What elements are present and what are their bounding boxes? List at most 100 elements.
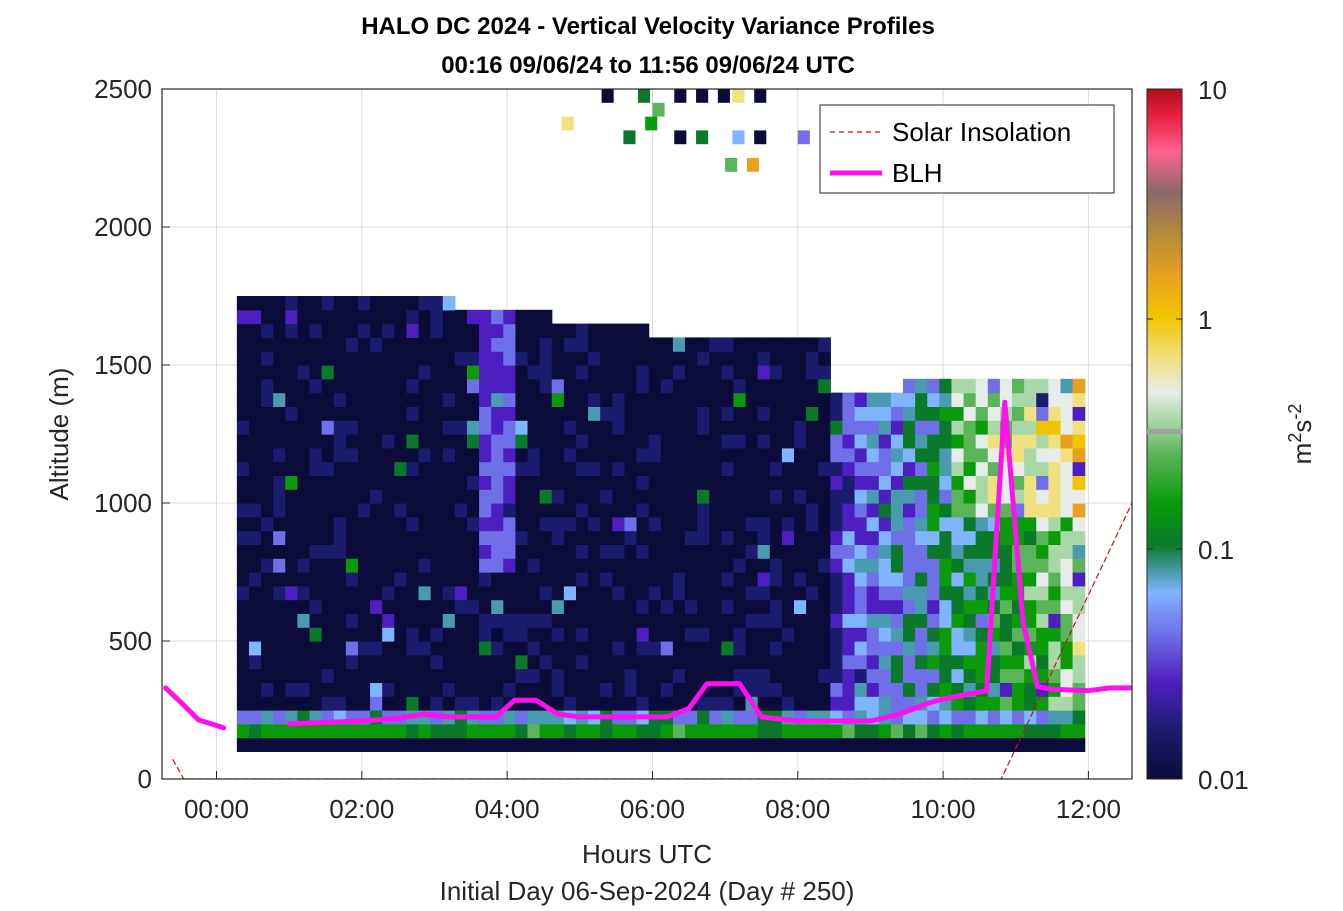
heatmap-cell: [418, 378, 432, 394]
heatmap-cell: [248, 710, 262, 725]
heatmap-cell: [648, 434, 662, 449]
heatmap-cell: [915, 585, 928, 601]
heatmap-cell: [394, 489, 408, 504]
heatmap-cell: [406, 309, 420, 325]
heatmap-cell: [575, 447, 589, 463]
heatmap-cell: [806, 365, 819, 380]
heatmap-cell: [636, 337, 650, 352]
heatmap-cell: [975, 585, 989, 601]
heatmap-cell: [1024, 461, 1037, 476]
heatmap-cell: [1024, 723, 1037, 739]
heatmap-cell: [600, 613, 613, 628]
heatmap-cell: [890, 682, 904, 697]
heatmap-cell: [1060, 572, 1074, 587]
heatmap-cell: [261, 654, 274, 670]
heatmap-cell: [684, 627, 698, 642]
heatmap-cell: [515, 682, 529, 697]
heatmap-cell: [466, 392, 480, 407]
heatmap-cell: [963, 378, 977, 394]
heatmap-cell: [345, 323, 359, 338]
heatmap-cell: [430, 392, 444, 407]
heatmap-cell: [394, 503, 408, 518]
heatmap-cell: [794, 723, 807, 739]
heatmap-cell: [1024, 378, 1037, 394]
heatmap-cell: [915, 723, 928, 739]
heatmap-cell: [1024, 420, 1037, 435]
axis-ticks: 00:00 02:00 04:00 06:00 08:00 10:00 12:0005001…: [94, 74, 1121, 824]
heatmap-cell: [527, 447, 541, 463]
heatmap-cell: [297, 489, 311, 504]
heatmap-cell: [624, 461, 638, 476]
heatmap-cell: [890, 392, 904, 407]
heatmap-cell: [890, 530, 904, 545]
heatmap-cell: [939, 613, 953, 628]
heatmap-cell: [890, 544, 904, 559]
heatmap-cell: [624, 544, 638, 559]
heatmap-cell: [709, 434, 722, 449]
heatmap-cell: [321, 296, 335, 311]
heatmap-cell: [394, 723, 408, 739]
heatmap-cell: [781, 641, 795, 656]
heatmap-cell: [418, 530, 432, 545]
heatmap-cell: [551, 516, 565, 532]
heatmap-cell: [345, 420, 359, 435]
heatmap-cell: [781, 406, 795, 421]
heatmap-cell: [394, 323, 408, 338]
heatmap-cell: [866, 654, 880, 670]
heatmap-cell: [1060, 434, 1074, 449]
heatmap-cell: [503, 406, 517, 421]
heatmap-cell: [515, 378, 529, 394]
heatmap-cell: [357, 613, 371, 628]
heatmap-cell: [672, 365, 686, 380]
heatmap-cell: [684, 461, 698, 476]
heatmap-cell: [721, 392, 735, 407]
heatmap-cell: [236, 309, 250, 325]
heatmap-cell: [781, 544, 795, 559]
heatmap-cell: [951, 737, 965, 752]
heatmap-cell: [285, 475, 299, 490]
heatmap-cell: [963, 406, 977, 421]
heatmap-cell: [333, 378, 347, 394]
heatmap-cell: [854, 585, 868, 601]
heatmap-cell: [297, 420, 311, 435]
heatmap-cell: [660, 420, 674, 435]
heatmap-cell: [999, 585, 1013, 601]
heatmap-cell: [491, 434, 504, 449]
heatmap-cell: [575, 392, 589, 407]
heatmap-cell: [806, 447, 819, 463]
heatmap-cell: [248, 668, 262, 683]
heatmap-cell: [321, 434, 335, 449]
heatmap-cell: [345, 585, 359, 601]
heatmap-cell: [927, 627, 940, 642]
heatmap-cell: [842, 434, 856, 449]
heatmap-cell: [781, 516, 795, 532]
heatmap-cell: [915, 544, 928, 559]
heatmap-cell: [903, 723, 916, 739]
heatmap-cell: [769, 351, 783, 366]
heatmap-cell: [754, 130, 767, 145]
heatmap-cell: [1012, 434, 1025, 449]
heatmap-cell: [551, 406, 565, 421]
heatmap-cell: [709, 365, 722, 380]
heatmap-cell: [757, 668, 771, 683]
heatmap-cell: [479, 392, 492, 407]
heatmap-cell: [697, 503, 710, 518]
heatmap-cell: [781, 737, 795, 752]
heatmap-cell: [963, 572, 977, 587]
heatmap-cell: [636, 378, 650, 394]
heatmap-cell: [527, 323, 541, 338]
heatmap-cell: [248, 654, 262, 670]
heatmap-cell: [999, 558, 1013, 573]
heatmap-cell: [297, 475, 311, 490]
heatmap-cell: [939, 530, 953, 545]
heatmap-cell: [624, 447, 638, 463]
heatmap-cell: [660, 461, 674, 476]
heatmap-cell: [878, 613, 892, 628]
heatmap-cell: [479, 406, 492, 421]
heatmap-cell: [430, 351, 444, 366]
heatmap-cell: [624, 641, 638, 656]
heatmap-cell: [612, 337, 626, 352]
heatmap-cell: [430, 447, 444, 463]
heatmap-cell: [733, 558, 747, 573]
heatmap-cell: [648, 447, 662, 463]
